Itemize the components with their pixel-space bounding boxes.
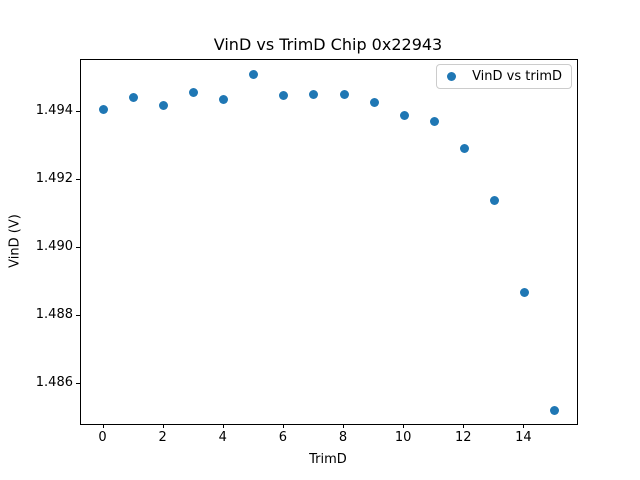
x-tick-mark: [282, 424, 284, 428]
data-point: [249, 70, 259, 80]
y-tick-label: 1.486: [35, 375, 73, 391]
data-point: [549, 406, 559, 416]
data-point: [489, 195, 499, 205]
data-point: [159, 100, 169, 110]
data-point: [339, 89, 349, 99]
x-tick-mark: [222, 424, 224, 428]
y-tick-mark: [76, 315, 80, 317]
x-tick-mark: [463, 424, 465, 428]
x-tick-label: 8: [338, 430, 348, 445]
legend-marker-icon: [447, 72, 457, 81]
x-tick-label: 4: [218, 430, 227, 445]
x-tick-label: 6: [278, 430, 288, 445]
x-tick-label: 2: [158, 430, 167, 445]
data-point: [369, 98, 379, 108]
y-tick-label: 1.494: [35, 103, 73, 119]
plot-area: VinD vs trimD: [80, 59, 578, 425]
y-tick-label: 1.488: [35, 307, 73, 323]
data-point: [189, 88, 199, 98]
x-tick-label: 10: [394, 430, 412, 445]
y-tick-mark: [76, 179, 80, 181]
x-tick-mark: [162, 424, 164, 428]
x-tick-mark: [343, 424, 345, 428]
data-point: [519, 288, 529, 298]
data-point: [309, 90, 319, 100]
data-point: [459, 143, 469, 153]
y-tick-label: 1.490: [35, 239, 73, 255]
x-tick-mark: [523, 424, 525, 428]
data-point: [399, 110, 409, 120]
chart-title: VinD vs TrimD Chip 0x22943: [213, 35, 443, 54]
legend: VinD vs trimD: [436, 64, 572, 89]
y-tick-mark: [76, 111, 80, 113]
data-point: [99, 105, 109, 115]
y-tick-mark: [76, 383, 80, 385]
x-tick-label: 12: [454, 430, 472, 445]
data-point: [129, 92, 139, 102]
data-point: [279, 91, 289, 101]
x-tick-label: 0: [98, 430, 107, 445]
x-axis-label: TrimD: [309, 452, 347, 467]
x-tick-mark: [102, 424, 104, 428]
x-tick-label: 14: [515, 430, 532, 445]
data-point: [219, 94, 229, 104]
x-tick-mark: [403, 424, 405, 428]
y-tick-label: 1.492: [35, 171, 73, 187]
y-tick-mark: [76, 247, 80, 249]
data-point: [429, 117, 439, 127]
legend-label: VinD vs trimD: [472, 69, 562, 84]
